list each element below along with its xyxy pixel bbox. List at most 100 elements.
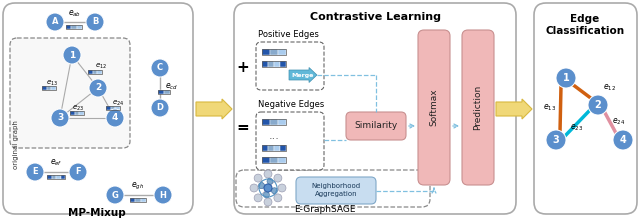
FancyBboxPatch shape [10, 38, 130, 148]
Bar [262, 119, 286, 125]
Text: $e_{24}$: $e_{24}$ [612, 117, 625, 127]
Text: $e_{23}$: $e_{23}$ [72, 103, 84, 113]
Bar [262, 119, 270, 125]
FancyBboxPatch shape [256, 42, 324, 90]
Text: Prediction: Prediction [474, 84, 483, 130]
Bar [130, 198, 146, 202]
FancyBboxPatch shape [462, 30, 494, 185]
Text: B: B [92, 18, 98, 26]
Bar [42, 86, 56, 90]
Bar [262, 157, 270, 163]
Text: Merge: Merge [292, 72, 314, 78]
Bar [93, 70, 97, 74]
Text: Positive Edges: Positive Edges [258, 30, 319, 39]
Circle shape [63, 46, 81, 64]
Text: 4: 4 [112, 113, 118, 122]
Bar [262, 145, 268, 151]
Bar [70, 111, 75, 115]
Bar [262, 49, 270, 55]
Circle shape [51, 109, 69, 127]
Bar [158, 90, 164, 94]
Bar [280, 145, 286, 151]
Circle shape [264, 184, 272, 192]
Bar [106, 106, 111, 110]
Bar [42, 86, 47, 90]
Bar [262, 61, 286, 67]
Bar [70, 111, 84, 115]
Circle shape [274, 174, 282, 182]
Bar [56, 175, 61, 179]
FancyBboxPatch shape [534, 3, 637, 214]
Text: +: + [237, 60, 250, 74]
Text: Contrastive Learning: Contrastive Learning [310, 12, 440, 22]
FancyBboxPatch shape [3, 3, 193, 214]
Circle shape [151, 99, 169, 117]
Bar [71, 25, 77, 29]
Text: H: H [159, 191, 166, 200]
Text: E-GraphSAGE: E-GraphSAGE [294, 205, 356, 214]
Bar [106, 106, 120, 110]
Circle shape [250, 184, 258, 192]
Bar [158, 90, 170, 94]
Circle shape [271, 188, 278, 194]
Bar [141, 198, 146, 202]
FancyArrow shape [289, 67, 317, 83]
Text: $e_{cd}$: $e_{cd}$ [165, 82, 178, 92]
Bar [278, 119, 286, 125]
Text: $e_{ef}$: $e_{ef}$ [50, 158, 62, 168]
Bar [88, 70, 102, 74]
Bar [88, 70, 93, 74]
Text: original graph: original graph [13, 121, 19, 170]
Bar [278, 49, 286, 55]
Text: F: F [75, 168, 81, 177]
Text: 1: 1 [69, 51, 75, 60]
Text: Negative Edges: Negative Edges [258, 100, 324, 109]
Bar [66, 25, 71, 29]
Circle shape [154, 186, 172, 204]
FancyArrow shape [496, 99, 532, 119]
Bar [77, 25, 82, 29]
Bar [111, 106, 115, 110]
Text: C: C [157, 64, 163, 72]
Circle shape [254, 194, 262, 202]
Text: ...: ... [269, 131, 280, 141]
Text: 1: 1 [563, 73, 570, 83]
Bar [268, 145, 274, 151]
Bar [97, 70, 102, 74]
Bar [262, 49, 286, 55]
Circle shape [46, 13, 64, 31]
Text: $e_{gh}$: $e_{gh}$ [131, 180, 145, 192]
Text: Edge
Classification: Edge Classification [545, 14, 625, 36]
Circle shape [254, 174, 262, 182]
Bar [47, 175, 51, 179]
Text: Similarity: Similarity [355, 122, 397, 131]
Text: $e_{24}$: $e_{24}$ [112, 98, 124, 108]
Bar [51, 86, 56, 90]
FancyBboxPatch shape [236, 170, 430, 207]
Circle shape [264, 170, 272, 178]
Circle shape [259, 183, 264, 189]
Bar [262, 61, 268, 67]
Circle shape [274, 194, 282, 202]
Circle shape [278, 184, 286, 192]
Circle shape [264, 198, 272, 206]
Text: $e_{13}$: $e_{13}$ [46, 78, 58, 88]
Circle shape [267, 178, 273, 184]
FancyBboxPatch shape [296, 177, 376, 204]
Text: 4: 4 [620, 135, 627, 145]
Bar [268, 61, 274, 67]
Bar [75, 111, 79, 115]
Bar [61, 175, 65, 179]
Bar [262, 145, 286, 151]
Bar [66, 25, 82, 29]
Text: A: A [52, 18, 58, 26]
Bar [270, 119, 278, 125]
Text: 2: 2 [595, 100, 602, 110]
Circle shape [69, 163, 87, 181]
Text: 3: 3 [57, 113, 63, 122]
Bar [262, 157, 286, 163]
Bar [115, 106, 120, 110]
Circle shape [106, 109, 124, 127]
Bar [164, 90, 170, 94]
Text: $e_{ab}$: $e_{ab}$ [68, 9, 81, 19]
